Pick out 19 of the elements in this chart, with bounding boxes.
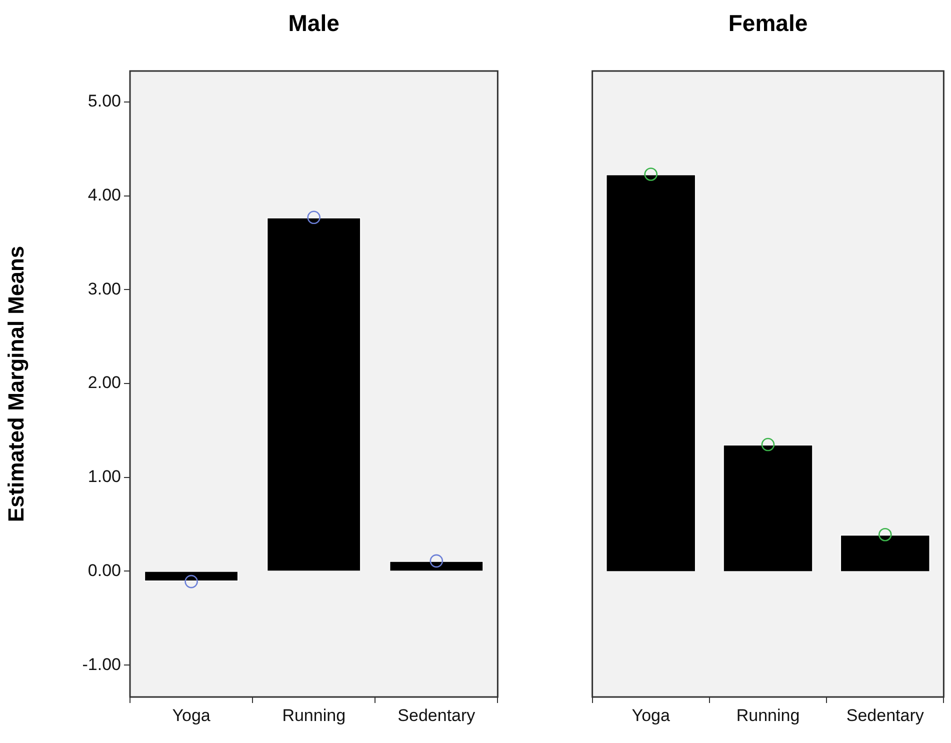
chart-title: Male xyxy=(287,10,340,37)
y-tick-label: 4.00 xyxy=(88,186,121,205)
x-tick-label: Running xyxy=(736,706,800,725)
point xyxy=(307,210,320,224)
y-tick-label: 0.00 xyxy=(88,560,121,580)
y-tick-label: 1.00 xyxy=(88,467,121,486)
y-tick-label: 5.00 xyxy=(88,92,121,111)
x-tick-label: Sedentary xyxy=(846,706,924,725)
chart-title: Female xyxy=(727,10,809,37)
y-tick-label: 3.00 xyxy=(88,279,121,298)
x-tick-label: Yoga xyxy=(172,706,211,725)
y-axis-title: Estimated Marginal Means xyxy=(3,246,28,522)
point xyxy=(184,574,198,588)
x-tick-label: Yoga xyxy=(632,706,670,725)
point xyxy=(430,554,444,568)
y-tick-label: 2.00 xyxy=(88,373,121,392)
x-tick-label: Running xyxy=(282,706,346,725)
x-tick-label: Sedentary xyxy=(398,706,476,725)
y-tick-label: -1.00 xyxy=(82,654,121,674)
